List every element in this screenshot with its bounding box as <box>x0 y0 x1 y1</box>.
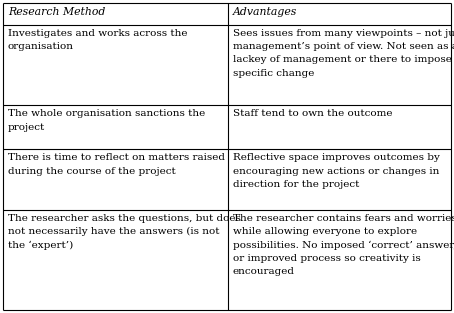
Text: The researcher contains fears and worries
while allowing everyone to explore
pos: The researcher contains fears and worrie… <box>233 214 454 276</box>
Text: Sees issues from many viewpoints – not just
management’s point of view. Not seen: Sees issues from many viewpoints – not j… <box>233 29 454 78</box>
Text: There is time to reflect on matters raised
during the course of the project: There is time to reflect on matters rais… <box>8 153 225 176</box>
Text: Staff tend to own the outcome: Staff tend to own the outcome <box>233 109 393 118</box>
Text: Investigates and works across the
organisation: Investigates and works across the organi… <box>8 29 188 51</box>
Text: The researcher asks the questions, but does
not necessarily have the answers (is: The researcher asks the questions, but d… <box>8 214 241 250</box>
Text: The whole organisation sanctions the
project: The whole organisation sanctions the pro… <box>8 109 205 131</box>
Text: Reflective space improves outcomes by
encouraging new actions or changes in
dire: Reflective space improves outcomes by en… <box>233 153 440 189</box>
Text: Research Method: Research Method <box>8 7 105 17</box>
Text: Advantages: Advantages <box>233 7 297 17</box>
